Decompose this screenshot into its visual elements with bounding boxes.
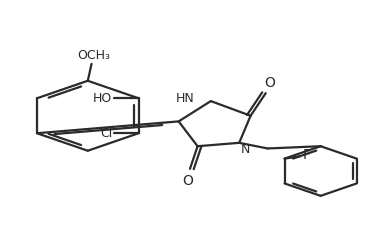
Text: N: N: [241, 143, 250, 156]
Text: HO: HO: [93, 92, 112, 105]
Text: F: F: [303, 148, 311, 162]
Text: Cl: Cl: [100, 127, 112, 140]
Text: O: O: [264, 76, 275, 90]
Text: O: O: [183, 174, 193, 188]
Text: OCH₃: OCH₃: [77, 49, 110, 62]
Text: HN: HN: [176, 92, 195, 105]
